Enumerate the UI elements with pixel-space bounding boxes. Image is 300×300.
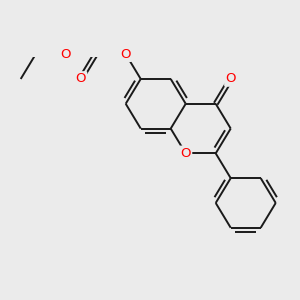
Text: O: O xyxy=(226,73,236,85)
Text: O: O xyxy=(61,48,71,61)
Text: O: O xyxy=(76,73,86,85)
Text: O: O xyxy=(121,48,131,61)
Text: O: O xyxy=(181,147,191,160)
